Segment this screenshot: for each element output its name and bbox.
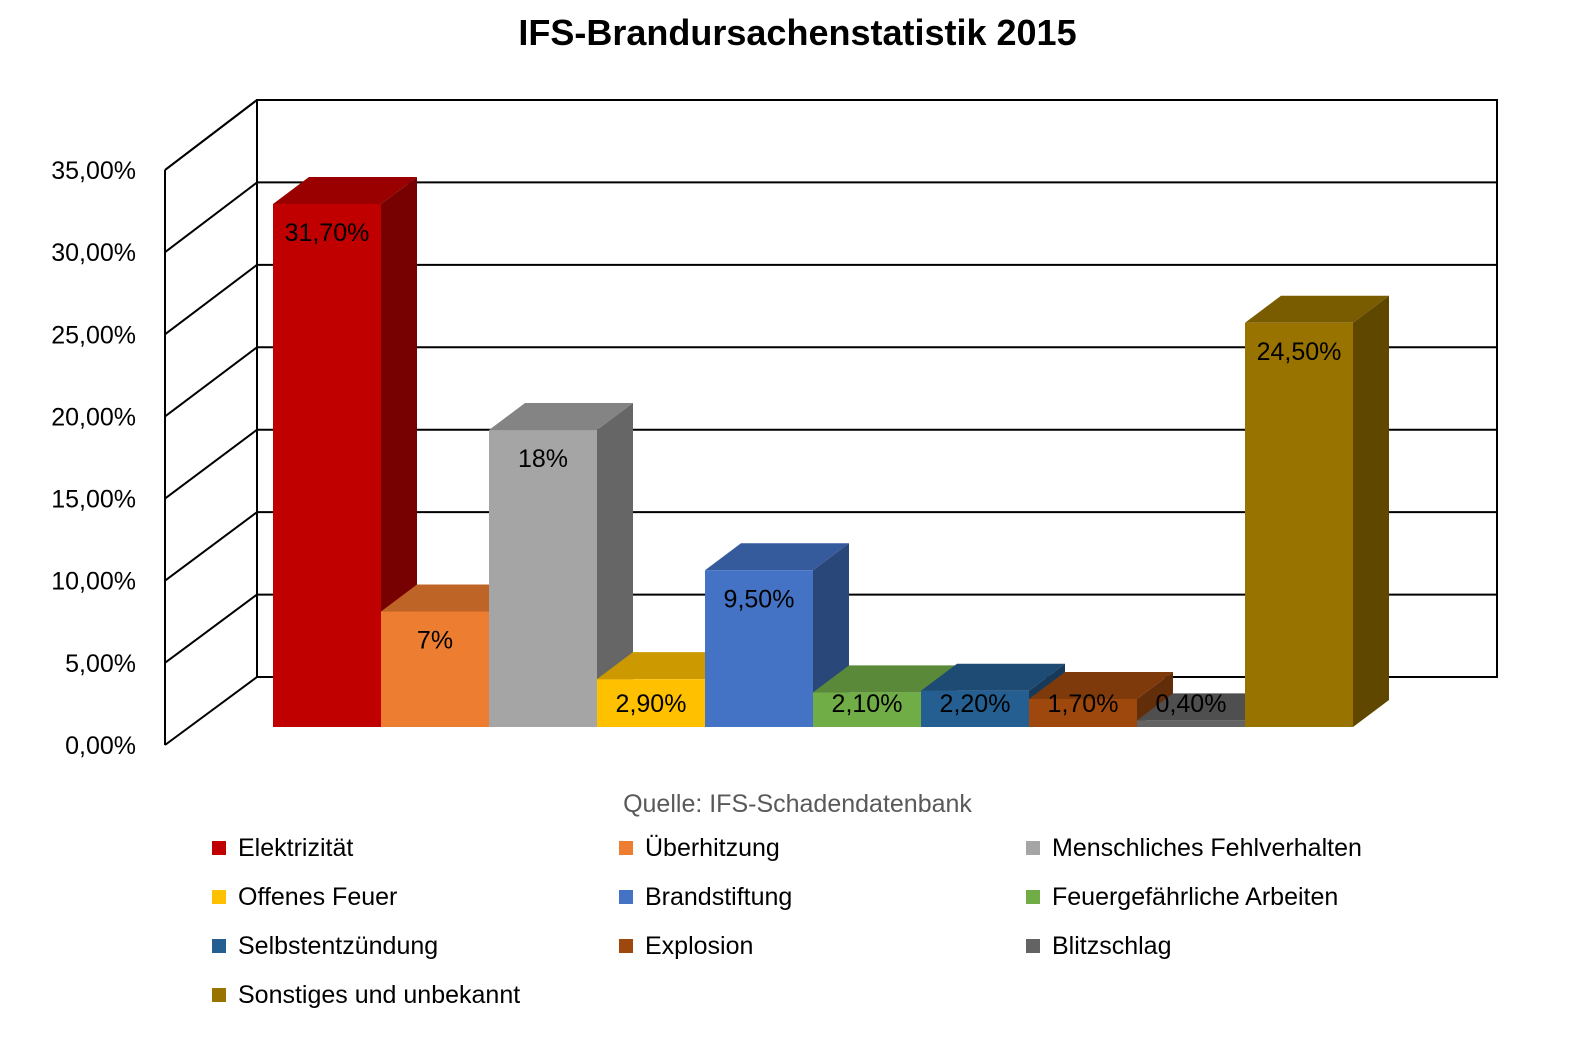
bar-top	[1029, 671, 1173, 699]
data-label: 1,70%	[1048, 690, 1119, 718]
side-wall-top	[164, 99, 258, 171]
bar-front	[1245, 322, 1353, 727]
y-tick-label: 5,00%	[65, 650, 136, 678]
bar-front	[489, 430, 597, 727]
bar-top	[813, 665, 957, 693]
bar-top	[489, 403, 633, 431]
y-tick-label: 20,00%	[51, 403, 136, 431]
legend-swatch	[212, 890, 226, 904]
legend-item: Blitzschlag	[1026, 926, 1172, 966]
y-tick-label: 0,00%	[65, 732, 136, 760]
data-label: 0,40%	[1156, 690, 1227, 718]
data-label: 2,10%	[832, 690, 903, 718]
legend-item: Überhitzung	[619, 828, 780, 868]
side-gridline	[164, 181, 258, 253]
bar-top	[705, 543, 849, 571]
data-labels: 31,70% 7% 18% 2,90% 9,50% 2,10% 2,20% 1,70% 0,40…	[285, 219, 1342, 718]
legend-label: Blitzschlag	[1052, 931, 1172, 960]
legend-swatch	[212, 841, 226, 855]
y-tick-label: 30,00%	[51, 239, 136, 267]
legend-item: Selbstentzündung	[212, 926, 438, 966]
legend-label: Explosion	[645, 931, 754, 960]
bar-top	[273, 177, 417, 204]
data-label: 2,20%	[940, 690, 1011, 718]
data-label: 31,70%	[285, 219, 370, 247]
bar-front	[597, 679, 705, 727]
y-tick-label: 15,00%	[51, 486, 136, 514]
legend-swatch	[1026, 841, 1040, 855]
bar-front	[273, 204, 381, 727]
legend-label: Menschliches Fehlverhalten	[1052, 833, 1362, 862]
bar	[1245, 295, 1389, 727]
legend-swatch	[1026, 890, 1040, 904]
side-gridline	[164, 593, 258, 664]
legend-item: Elektrizität	[212, 828, 353, 868]
bar-front	[921, 690, 1029, 727]
legend-label: Elektrizität	[238, 833, 354, 862]
bar-top	[1245, 295, 1389, 323]
bar	[1029, 671, 1173, 727]
bar-front	[381, 611, 489, 727]
legend-label: Feuergefährliche Arbeiten	[1052, 882, 1339, 911]
legend-item: Explosion	[619, 926, 753, 966]
legend-label: Sonstiges und unbekannt	[238, 980, 521, 1009]
chart-title: IFS-Brandursachenstatistik 2015	[518, 12, 1077, 53]
legend-item: Feuergefährliche Arbeiten	[1026, 877, 1338, 917]
y-tick-label: 25,00%	[51, 321, 136, 349]
legend-item: Brandstiftung	[619, 877, 792, 917]
legend-swatch	[212, 988, 226, 1002]
legend-item: Offenes Feuer	[212, 877, 397, 917]
data-label: 18%	[518, 445, 568, 473]
legend-label: Brandstiftung	[645, 882, 793, 911]
legend-item: Sonstiges und unbekannt	[212, 975, 520, 1015]
side-gridline	[164, 511, 258, 582]
bar-front	[1137, 720, 1245, 727]
bars	[273, 177, 1389, 727]
bar-front	[813, 692, 921, 727]
legend-swatch	[619, 939, 633, 953]
legend-label: Überhitzung	[645, 833, 780, 862]
y-axis-tick-labels: 0,00% 5,00% 10,00% 15,00% 20,00% 25,00% 30,00%…	[51, 157, 136, 760]
source-note: Quelle: IFS-Schadendatenbank	[623, 790, 972, 818]
data-label: 24,50%	[1257, 338, 1342, 366]
side-gridline	[164, 676, 258, 746]
bar	[273, 177, 417, 727]
legend-label: Offenes Feuer	[238, 882, 398, 911]
y-tick-label: 35,00%	[51, 157, 136, 185]
legend-label: Selbstentzündung	[238, 931, 439, 960]
side-gridline	[164, 428, 258, 500]
bar	[489, 403, 633, 727]
data-label: 9,50%	[724, 585, 795, 613]
legend-swatch	[619, 890, 633, 904]
side-gridline	[164, 264, 258, 336]
bar-side	[597, 403, 633, 727]
side-gridline	[164, 346, 258, 418]
legend-swatch	[1026, 939, 1040, 953]
legend-item: Menschliches Fehlverhalten	[1026, 828, 1362, 868]
legend-swatch	[619, 841, 633, 855]
bar-front	[705, 570, 813, 727]
bar-top	[921, 663, 1065, 691]
data-label: 7%	[417, 627, 453, 655]
bar-side	[381, 177, 417, 727]
legend-swatch	[212, 939, 226, 953]
bar-side	[1353, 295, 1389, 727]
bar-side	[1137, 671, 1173, 727]
data-label: 2,90%	[616, 690, 687, 718]
bar-front	[1029, 698, 1137, 727]
y-tick-label: 10,00%	[51, 568, 136, 596]
